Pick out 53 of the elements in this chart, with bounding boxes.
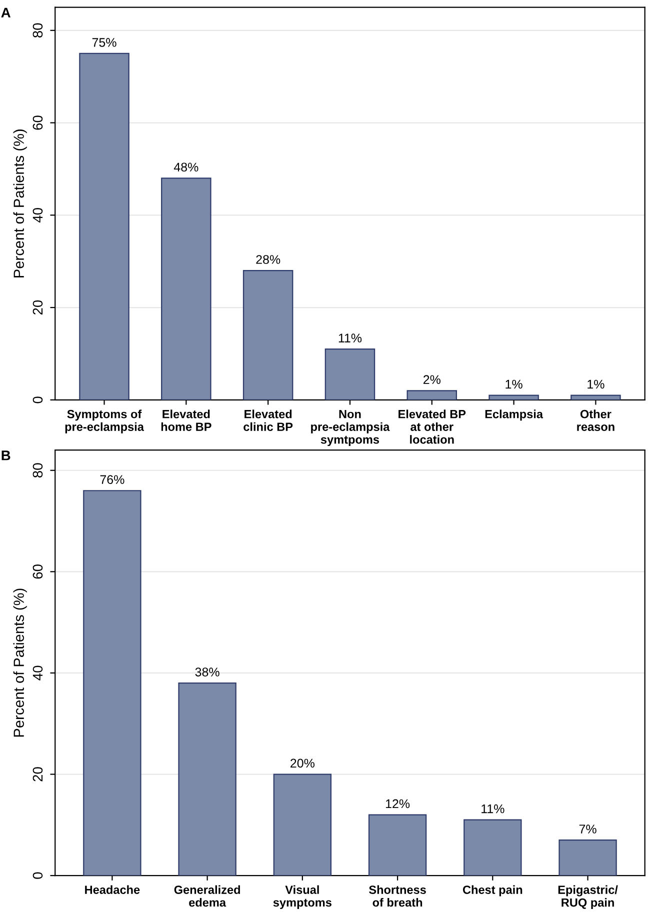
y-tick-label: 60 xyxy=(32,116,43,130)
bar xyxy=(488,394,539,400)
bar xyxy=(464,819,522,876)
x-tick-label: Symptoms of pre-eclampsia xyxy=(65,410,144,434)
bar xyxy=(178,682,236,876)
bar xyxy=(161,178,212,400)
x-tick-label: Epigastric/ RUQ pain xyxy=(558,885,618,910)
bar xyxy=(406,390,458,400)
y-tick-label: 80 xyxy=(32,23,43,38)
y-tick-label: 20 xyxy=(32,300,43,315)
data-label: 1% xyxy=(506,380,522,389)
y-tick-label: 0 xyxy=(32,872,43,879)
x-tick-label: Chest pain xyxy=(462,885,522,896)
chart-title: A xyxy=(1,8,11,18)
bar xyxy=(83,490,142,876)
data-label: 11% xyxy=(482,804,504,814)
y-axis-title: Percent of Patients (%) xyxy=(13,130,27,278)
x-tick-label: Shortness of breath xyxy=(369,885,426,907)
x-tick-label: Elevated BP at other location xyxy=(398,410,466,444)
bar xyxy=(79,52,130,400)
data-label: 75% xyxy=(92,38,116,47)
data-label: 20% xyxy=(290,758,314,768)
x-tick-label: Other reason xyxy=(577,410,614,432)
data-label: 7% xyxy=(579,824,596,834)
x-tick-label: Non pre-eclampsia symtpoms xyxy=(311,410,390,446)
y-tick-label: 0 xyxy=(32,396,43,404)
y-tick-label: 20 xyxy=(32,767,43,782)
x-tick-label: Eclampsia xyxy=(485,410,544,421)
data-label: 11% xyxy=(338,334,362,342)
bar xyxy=(368,814,427,876)
chart-title: B xyxy=(2,450,10,460)
data-label: 12% xyxy=(386,799,410,808)
y-tick-label: 40 xyxy=(32,208,43,223)
y-tick-label: 80 xyxy=(32,463,43,478)
x-tick-label: Elevated clinic BP xyxy=(244,410,293,432)
y-axis-title: Percent of Patients (%) xyxy=(13,588,27,737)
data-label: 1% xyxy=(588,380,604,389)
data-label: 76% xyxy=(100,475,124,484)
y-tick-label: 40 xyxy=(32,666,43,680)
data-label: 38% xyxy=(195,668,220,676)
bar xyxy=(324,348,376,400)
x-tick-label: Elevated home BP xyxy=(161,410,212,432)
bar xyxy=(558,840,617,876)
bar xyxy=(242,270,294,400)
x-tick-label: Headache xyxy=(85,885,140,894)
y-tick-label: 60 xyxy=(32,564,43,579)
bar xyxy=(570,394,621,400)
data-label: 28% xyxy=(256,255,280,264)
bar xyxy=(273,774,332,876)
data-label: 48% xyxy=(174,162,198,172)
x-tick-label: Visual symptoms xyxy=(273,885,332,910)
x-tick-label: Generalized edema xyxy=(174,885,240,907)
data-label: 2% xyxy=(423,375,440,384)
